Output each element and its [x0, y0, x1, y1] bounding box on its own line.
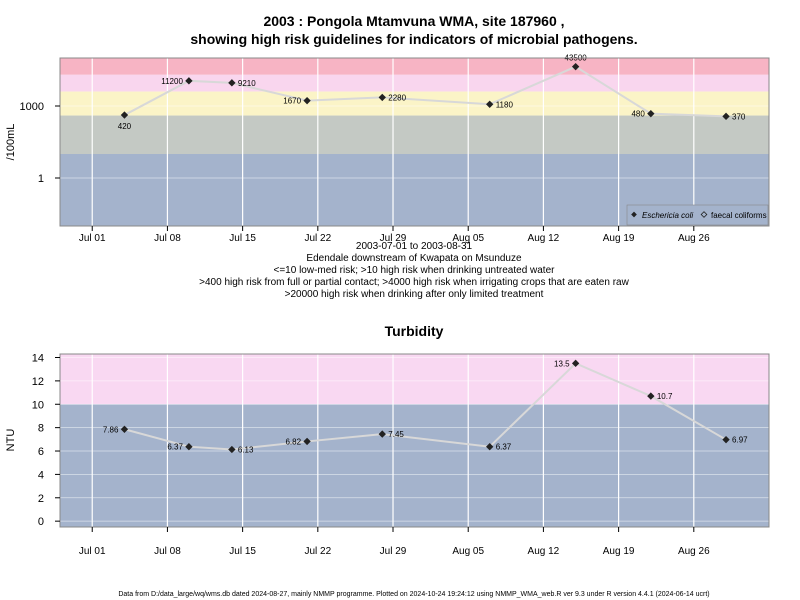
risk-band [60, 58, 769, 75]
data-point [228, 445, 236, 454]
caption-date-range: 2003-07-01 to 2003-08-31 [356, 241, 473, 252]
data-label: 6.13 [238, 446, 254, 455]
data-label: 10.7 [657, 392, 673, 401]
risk-band [60, 404, 769, 527]
data-label: 1180 [496, 100, 514, 109]
x-tick-label: Aug 26 [678, 546, 710, 557]
x-tick-label: Aug 26 [678, 233, 710, 244]
x-tick-label: Aug 12 [528, 546, 560, 557]
data-label: 480 [631, 110, 645, 119]
data-point [722, 436, 730, 444]
data-label: 7.86 [103, 425, 119, 434]
legend-marker-faecal [700, 211, 708, 218]
y-tick-label: 12 [32, 376, 44, 388]
y-tick-label: 8 [38, 423, 44, 435]
risk-bands [60, 354, 769, 527]
risk-bands [60, 58, 769, 226]
data-point [486, 443, 494, 451]
plot-border [59, 57, 770, 227]
x-tick-label: Aug 05 [452, 546, 484, 557]
data-point [185, 443, 193, 451]
legend-box [626, 204, 769, 226]
x-tick-label: Jul 01 [79, 546, 106, 557]
data-point [486, 100, 494, 108]
caption-site: Edendale downstream of Kwapata on Msundu… [306, 253, 522, 264]
x-tick-label: Jul 01 [79, 233, 106, 244]
data-point [185, 77, 193, 85]
y-axis-label: NTU [5, 429, 17, 452]
y-axis: 1 1000 [20, 101, 60, 185]
x-tick-label: Jul 15 [229, 546, 256, 557]
plot-border [59, 353, 770, 528]
footer-note: Data from D:/data_large/wq/wms.db dated … [118, 591, 709, 598]
y-tick-label: 1000 [20, 101, 44, 113]
data-label: 6.97 [732, 436, 748, 445]
x-tick-label: Jul 22 [304, 546, 331, 557]
y-axis: 0 2 4 6 8 10 12 14 [32, 353, 60, 528]
data-point [228, 79, 236, 87]
data-label: 420 [118, 122, 132, 131]
data-label: 1670 [283, 97, 301, 106]
turbidity-series: 7.86 6.37 6.13 6.82 7.45 6.37 13.5 10.7 6.97 [103, 359, 748, 454]
data-label: 7.45 [388, 430, 404, 439]
data-point [120, 111, 129, 119]
data-label: 13.5 [554, 359, 570, 368]
data-point [303, 437, 311, 446]
risk-band [60, 74, 769, 92]
x-tick-label: Aug 19 [603, 233, 635, 244]
risk-band [60, 115, 769, 154]
y-tick-label: 14 [32, 353, 44, 365]
data-point [378, 430, 386, 438]
data-point [647, 392, 655, 400]
x-tick-label: Aug 19 [603, 546, 635, 557]
y-tick-label: 1 [38, 173, 44, 185]
legend-label-faecal: faecal coliforms [711, 211, 767, 220]
chart-title-line1: 2003 : Pongola Mtamvuna WMA, site 187960… [263, 13, 564, 29]
data-point [571, 359, 580, 368]
chart-caption: 2003-07-01 to 2003-08-31 Edendale downst… [199, 241, 629, 300]
data-point [120, 425, 129, 433]
x-axis: Jul 01 Jul 08 Jul 15 Jul 22 Jul 29 Aug 05 Aug … [79, 527, 710, 557]
x-tick-label: Aug 12 [528, 233, 560, 244]
y-axis-label: /100mL [5, 124, 17, 161]
data-label: 2280 [388, 93, 406, 102]
data-label: 370 [732, 112, 746, 121]
risk-band [60, 91, 769, 116]
x-tick-label: Jul 08 [154, 546, 181, 557]
caption-risk-2: >400 high risk from full or partial cont… [199, 277, 629, 288]
x-tick-label: Jul 22 [304, 233, 331, 244]
caption-risk-1: <=10 low-med risk; >10 high risk when dr… [274, 265, 556, 276]
caption-risk-3: >20000 high risk when drinking after onl… [285, 289, 544, 300]
chart-title-line2: showing high risk guidelines for indicat… [190, 31, 637, 47]
grid-lines [60, 58, 769, 226]
legend: Eschericia coli faecal coliforms [626, 204, 769, 226]
y-tick-label: 2 [38, 493, 44, 505]
y-tick-label: 10 [32, 399, 44, 411]
x-tick-label: Aug 05 [452, 233, 484, 244]
y-tick-label: 0 [38, 516, 44, 528]
data-label: 6.37 [167, 443, 183, 452]
y-tick-label: 6 [38, 446, 44, 458]
data-label: 11200 [161, 77, 183, 86]
turbidity-panel: 7.86 6.37 6.13 6.82 7.45 6.37 13.5 10.7 6.97 0 2 4… [5, 353, 770, 557]
data-label: 9210 [238, 79, 256, 88]
turbidity-title: Turbidity [385, 323, 444, 339]
data-label: 6.82 [285, 437, 301, 446]
legend-marker-ecoli [631, 211, 637, 218]
legend-label-ecoli: Eschericia coli [642, 211, 693, 220]
data-label: 6.37 [496, 443, 512, 452]
x-tick-label: Jul 29 [380, 233, 407, 244]
x-axis: Jul 01 Jul 08 Jul 15 Jul 22 Jul 29 Aug 05 Aug … [79, 226, 710, 244]
x-tick-label: Jul 15 [229, 233, 256, 244]
x-tick-label: Jul 08 [154, 233, 181, 244]
y-tick-label: 4 [38, 469, 44, 481]
x-tick-label: Jul 29 [380, 546, 407, 557]
data-point [378, 93, 386, 102]
